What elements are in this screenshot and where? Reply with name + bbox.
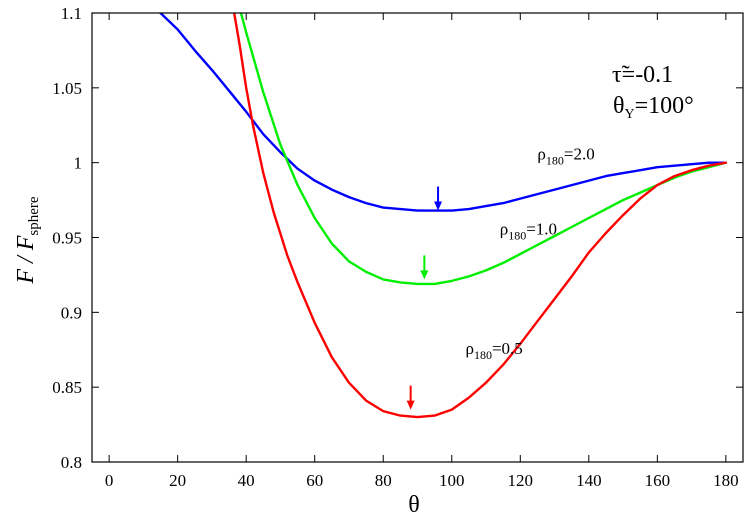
series-label-0: ρ180=2.0 <box>537 145 594 168</box>
x-tick-label: 140 <box>576 471 602 490</box>
series-label-value: =0.5 <box>492 339 523 358</box>
y-tick-label: 0.9 <box>61 303 82 322</box>
x-tick-label: 60 <box>306 471 323 490</box>
x-tick-label: 160 <box>645 471 671 490</box>
minimum-arrow-2 <box>406 385 415 410</box>
y-tick-label: 0.95 <box>52 229 82 248</box>
annotation-theta-y-sub: Y <box>625 107 635 122</box>
y-tick-label: 1 <box>74 154 83 173</box>
annotation-theta-y: θY=100° <box>613 93 694 122</box>
series-label-2: ρ180=0.5 <box>465 339 522 362</box>
series-label-base: ρ <box>537 145 545 164</box>
x-tick-label: 0 <box>105 471 114 490</box>
series-line-2 <box>233 13 728 419</box>
series-label-sub: 180 <box>474 348 492 362</box>
series-line-1 <box>239 13 728 286</box>
series-label-value: =2.0 <box>564 145 595 164</box>
series-label-base: ρ <box>500 220 508 239</box>
y-tick-label: 0.85 <box>52 378 82 397</box>
x-tick-label: 40 <box>238 471 255 490</box>
y-axis-ticks: 0.8 0.85 0.9 0.95 1 1.05 1.1 <box>52 4 743 472</box>
minimum-arrow-0 <box>434 186 443 211</box>
annotation-tau: τ̃=-0.1 <box>612 62 673 88</box>
series-label-sub: 180 <box>546 154 564 168</box>
x-tick-label: 20 <box>169 471 186 490</box>
markers-layer <box>406 186 443 410</box>
curves-layer <box>159 13 728 419</box>
x-axis-ticks: 0 20 40 60 80 100 120 140 160 180 <box>105 13 739 490</box>
annotation-theta-y-value: =100° <box>635 93 694 119</box>
series-label-value: =1.0 <box>526 220 557 239</box>
series-label-1: ρ180=1.0 <box>500 220 557 243</box>
series-label-base: ρ <box>465 339 473 358</box>
y-axis-label: F / Fsphere <box>13 196 42 284</box>
y-axis-label-main: F / F <box>13 235 39 284</box>
series-line-0 <box>159 13 728 212</box>
x-axis-label: θ <box>408 492 420 518</box>
y-tick-label: 0.8 <box>61 453 82 472</box>
annotation-theta-y-symbol: θ <box>613 93 625 119</box>
x-tick-label: 80 <box>375 471 392 490</box>
series-label-sub: 180 <box>508 229 526 243</box>
y-tick-label: 1.1 <box>61 4 82 23</box>
annotation-tau-value: =-0.1 <box>622 62 674 88</box>
x-tick-label: 100 <box>439 471 465 490</box>
x-tick-label: 120 <box>508 471 534 490</box>
minimum-arrow-1 <box>420 255 429 280</box>
x-tick-label: 180 <box>713 471 739 490</box>
y-axis-label-sub: sphere <box>26 196 42 235</box>
y-tick-label: 1.05 <box>52 79 82 98</box>
